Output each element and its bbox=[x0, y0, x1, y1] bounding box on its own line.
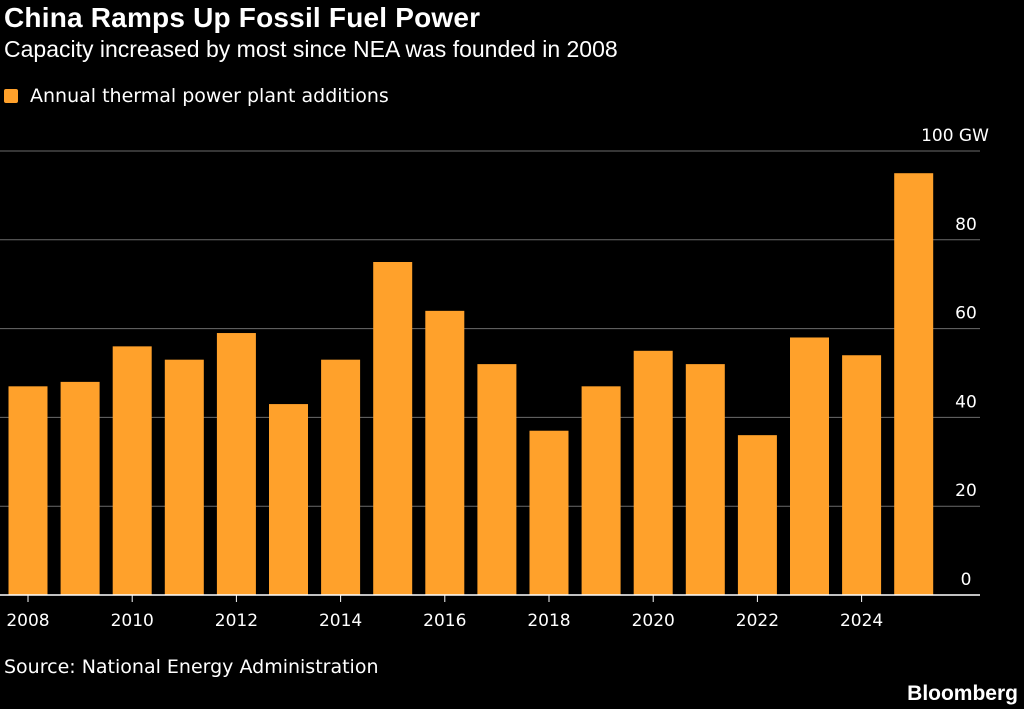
bar-2010 bbox=[112, 346, 152, 595]
bar-2024 bbox=[842, 355, 882, 595]
bar-2016 bbox=[425, 310, 465, 595]
legend-swatch bbox=[4, 89, 18, 103]
y-tick-label: 0 bbox=[961, 570, 972, 590]
chart-subtitle: Capacity increased by most since NEA was… bbox=[4, 36, 618, 62]
bar-2011 bbox=[164, 359, 204, 595]
bar-2022 bbox=[737, 435, 777, 595]
bar-2009 bbox=[60, 381, 100, 595]
legend-label: Annual thermal power plant additions bbox=[30, 85, 389, 107]
bar-2025 bbox=[894, 173, 934, 595]
x-tick-label: 2010 bbox=[111, 611, 154, 631]
x-tick-label: 2022 bbox=[736, 611, 779, 631]
chart-title: China Ramps Up Fossil Fuel Power bbox=[4, 2, 481, 33]
y-tick-label: 40 bbox=[955, 392, 977, 412]
bar-2013 bbox=[269, 404, 308, 595]
bar-2017 bbox=[477, 364, 517, 595]
x-tick-label: 2018 bbox=[527, 611, 570, 631]
x-tick-label: 2020 bbox=[632, 611, 675, 631]
bar-2015 bbox=[373, 262, 413, 595]
source-note: Source: National Energy Administration bbox=[4, 656, 379, 678]
y-tick-label: 60 bbox=[955, 304, 977, 324]
bar-2023 bbox=[790, 337, 829, 595]
x-tick-label: 2014 bbox=[319, 611, 362, 631]
bar-2021 bbox=[685, 364, 725, 595]
legend: Annual thermal power plant additions bbox=[4, 85, 389, 107]
bar-2019 bbox=[581, 386, 621, 595]
x-tick-label: 2012 bbox=[215, 611, 258, 631]
y-tick-label: 80 bbox=[955, 215, 977, 235]
x-tick-label: 2008 bbox=[6, 611, 49, 631]
bar-2014 bbox=[321, 359, 361, 595]
bar-2012 bbox=[216, 333, 256, 595]
x-tick-label: 2024 bbox=[840, 611, 883, 631]
bar-2018 bbox=[529, 430, 569, 595]
x-tick-label: 2016 bbox=[423, 611, 466, 631]
bar-2008 bbox=[8, 386, 48, 595]
y-tick-label: 20 bbox=[955, 481, 977, 501]
bar-2020 bbox=[633, 350, 673, 595]
bloomberg-logo: Bloomberg bbox=[907, 682, 1018, 705]
y-tick-label: 100 GW bbox=[921, 126, 989, 146]
